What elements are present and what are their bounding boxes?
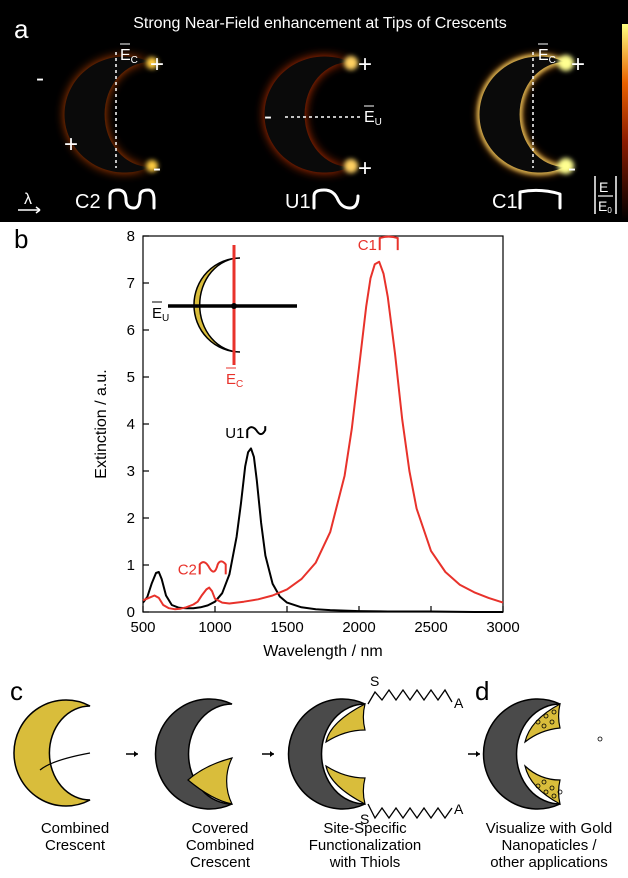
field-label-ec: EC — [120, 47, 138, 66]
colorbar-label: E E0 — [594, 176, 617, 215]
field-label-ec-c1: EC — [538, 47, 556, 66]
charge-minus: - — [264, 103, 272, 130]
series-group — [142, 260, 504, 613]
inset-center-dot — [231, 303, 237, 309]
y-tick-label: 0 — [127, 604, 135, 621]
y-tick-label: 1 — [127, 557, 135, 574]
caption-line: Visualize with Gold — [485, 820, 613, 837]
inset-label-eu: EU — [152, 305, 169, 324]
charge-minus: - — [153, 155, 161, 182]
caption-line: Functionalization — [308, 837, 422, 854]
arrow-right-icon — [476, 751, 480, 757]
inset-crescent-diagram: EU EC — [152, 245, 297, 390]
mode-glyph-c1-icon — [518, 188, 562, 210]
x-tick-label: 500 — [130, 619, 155, 636]
caption-line: with Thiols — [329, 854, 401, 871]
peak-annotation-u1: U1 — [225, 425, 244, 442]
y-tick-label: 5 — [127, 369, 135, 386]
peak-annotation-c2: C2 — [178, 561, 197, 578]
thiol-sulfur-label: S — [370, 673, 379, 689]
x-axis: 500 1000 1500 2000 2500 3000 — [130, 606, 520, 636]
lambda-scale-label: λ — [24, 191, 32, 208]
mode-glyph-icon — [378, 235, 399, 251]
charge-plus: + — [571, 51, 585, 78]
panel-a-field-maps: a Strong Near-Field enhancement at Tips … — [0, 0, 628, 222]
svg-text:E0: E0 — [598, 198, 612, 215]
step-combined-crescent — [13, 699, 91, 807]
caption-line: Combined — [185, 837, 255, 854]
mode-glyph-icon — [198, 560, 227, 575]
inset-crescent — [193, 257, 241, 353]
y-tick-label: 6 — [127, 322, 135, 339]
x-axis-label: Wavelength / nm — [263, 643, 382, 660]
charge-plus: + — [64, 131, 78, 158]
mode-glyph-icon — [246, 426, 267, 439]
step-functionalized-crescent — [287, 688, 453, 820]
svg-text:E: E — [599, 179, 608, 195]
charge-plus: + — [358, 155, 372, 182]
y-axis: 0 1 2 3 4 5 6 7 8 — [127, 228, 149, 621]
step-caption-1: Combined Crescent — [0, 820, 150, 854]
charge-plus: + — [150, 51, 164, 78]
caption-line: Covered — [191, 820, 249, 837]
caption-line: Nanopaticles / — [501, 837, 597, 854]
y-tick-label: 3 — [127, 463, 135, 480]
step-caption-3: Site-Specific Functionalization with Thi… — [290, 820, 440, 871]
step-visualized-crescent — [482, 698, 603, 810]
crescent-c2-map — [64, 56, 158, 173]
mode-label-c1: C1 — [492, 191, 518, 213]
caption-line: Site-Specific — [323, 820, 407, 837]
panel-a-title: Strong Near-Field enhancement at Tips of… — [133, 15, 507, 32]
x-tick-label: 2500 — [414, 619, 447, 636]
mode-label-c2: C2 — [75, 191, 101, 213]
y-tick-label: 8 — [127, 228, 135, 245]
thiol-end-label: A — [454, 695, 464, 711]
step-caption-4: Visualize with Gold Nanopaticles / other… — [470, 820, 628, 871]
peak-annotations: C1 U1 C2 — [178, 235, 399, 578]
step-covered-crescent — [154, 698, 234, 810]
caption-line: Crescent — [189, 854, 251, 871]
thiol-end-label: A — [454, 801, 464, 817]
y-tick-label: 4 — [127, 416, 135, 433]
caption-line: Combined — [40, 820, 110, 837]
series-line-0 — [142, 447, 503, 613]
inset-label-ec: EC — [226, 371, 243, 390]
panel-letter-b: b — [14, 224, 28, 254]
y-axis-label: Extinction / a.u. — [93, 369, 110, 478]
mode-label-u1: U1 — [285, 191, 311, 213]
panel-letter-d: d — [475, 676, 489, 706]
y-tick-label: 2 — [127, 510, 135, 527]
x-tick-label: 2000 — [342, 619, 375, 636]
step-caption-2: Covered Combined Crescent — [145, 820, 295, 871]
charge-plus: + — [358, 51, 372, 78]
crescent-u1-map — [264, 56, 358, 173]
mode-glyph-u1-icon — [312, 188, 360, 210]
colorbar — [622, 24, 628, 220]
charge-minus: - — [568, 155, 576, 182]
arrow-right-icon — [134, 751, 138, 757]
x-tick-label: 3000 — [486, 619, 519, 636]
crescent-c1-map — [477, 54, 574, 175]
peak-annotation-c1: C1 — [358, 237, 377, 254]
series-line-1 — [142, 260, 504, 611]
panel-letter-a: a — [14, 14, 29, 44]
mode-glyph-c2-icon — [138, 188, 156, 210]
panel-letter-c: c — [10, 676, 23, 706]
field-map-graphic: a Strong Near-Field enhancement at Tips … — [14, 14, 628, 220]
arrow-right-icon — [35, 206, 41, 214]
field-label-eu: EU — [364, 109, 382, 128]
charge-minus: - — [36, 65, 44, 92]
plot-frame — [142, 235, 504, 613]
extinction-chart: 500 1000 1500 2000 2500 3000 0 1 2 3 4 5 6 7 8 Wavele… — [93, 228, 520, 660]
x-tick-label: 1500 — [270, 619, 303, 636]
caption-line: Crescent — [44, 837, 106, 854]
y-tick-label: 7 — [127, 275, 135, 292]
caption-line: other applications — [490, 854, 608, 871]
arrow-right-icon — [270, 751, 274, 757]
mode-glyph-c2-icon — [108, 188, 142, 210]
x-tick-label: 1000 — [198, 619, 231, 636]
